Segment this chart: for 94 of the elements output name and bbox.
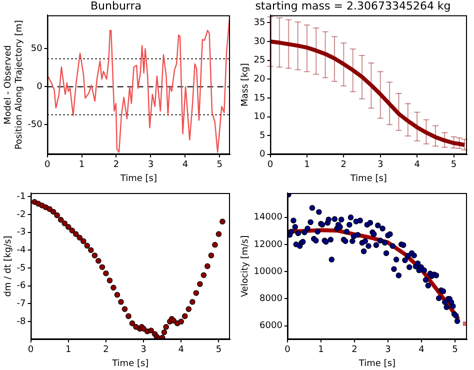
point [76, 234, 83, 241]
x-tick-label: 2 [340, 160, 347, 170]
y-tick-label: 14000 [254, 212, 283, 223]
point [193, 290, 200, 296]
y-axis-title: Model - Observed Position Along Trajectory [m] [4, 20, 25, 150]
point [65, 224, 72, 230]
point [126, 313, 132, 320]
point [212, 242, 218, 248]
y-axis-title: Velocity [m/s] [240, 235, 251, 298]
point [114, 292, 120, 298]
point [84, 242, 90, 249]
point [208, 252, 214, 258]
x-tick-label: 0 [284, 345, 291, 356]
y-tick-label: -5 [16, 263, 26, 274]
point [216, 231, 222, 237]
x-tick-label: 1 [304, 160, 310, 170]
point [50, 208, 56, 215]
x-axis-title: Time [s] [349, 174, 387, 184]
x-axis-title: Time [s] [358, 358, 396, 369]
y-tick-label: 35 [254, 18, 266, 28]
point [80, 238, 86, 244]
point [69, 228, 76, 234]
y-tick-label: 10000 [254, 266, 283, 277]
point [161, 329, 168, 336]
x-tick-label: 3 [378, 160, 384, 170]
y-axis-title: Mass [kg] [240, 63, 251, 107]
point [220, 218, 226, 224]
x-tick-label: 1 [65, 345, 72, 356]
y-tick-label: 30 [254, 36, 266, 47]
y-tick-label: 6000 [260, 321, 283, 332]
point [103, 270, 109, 276]
y-tick-label: 15 [254, 93, 266, 104]
point [99, 264, 106, 270]
point [92, 252, 98, 258]
x-axis-title: Time [s] [119, 174, 157, 184]
y-tick-label: -1 [16, 192, 26, 202]
point [186, 306, 192, 312]
x-tick-label: 4 [182, 160, 188, 170]
y-axis-title: dm / dt [kg/s] [4, 236, 14, 297]
point [72, 231, 79, 237]
point [58, 216, 64, 223]
x-tick-label: 4 [418, 345, 425, 356]
x-tick-label: 2 [352, 345, 358, 356]
y-tick-label: 12000 [254, 240, 283, 250]
point [197, 281, 203, 287]
y-tick-label: -4 [16, 245, 26, 256]
point [46, 206, 52, 212]
y-tick-label: 20 [254, 74, 266, 84]
point [118, 299, 124, 305]
x-tick-label: 1 [318, 345, 324, 356]
point [200, 272, 207, 278]
y-tick-label: 0 [36, 82, 43, 92]
x-tick-label: 2 [113, 160, 120, 170]
x-axis-title: Time [s] [111, 358, 149, 369]
point [122, 306, 128, 312]
x-tick-label: 5 [450, 160, 457, 170]
point [129, 320, 136, 326]
point [106, 278, 113, 284]
point [88, 247, 94, 254]
point [204, 263, 210, 270]
y-tick-label: -8 [16, 316, 26, 327]
x-tick-label: 5 [216, 345, 222, 356]
x-tick-label: 3 [148, 160, 154, 170]
point [182, 313, 188, 320]
x-tick-label: 4 [178, 345, 184, 356]
point [148, 328, 154, 334]
point [62, 220, 68, 226]
x-tick-label: 5 [452, 345, 458, 356]
point [96, 258, 102, 264]
y-tick-label: 25 [254, 56, 266, 66]
y-tick-label: -7 [16, 299, 26, 310]
x-tick-label: 4 [414, 160, 420, 170]
y-tick-label: 10 [254, 112, 266, 122]
point [190, 299, 196, 305]
y-tick-label: -2 [16, 210, 26, 220]
point [54, 212, 60, 218]
x-tick-label: 5 [216, 160, 223, 170]
x-tick-label: 1 [78, 160, 85, 170]
y-tick-label: -6 [16, 281, 26, 292]
point [178, 318, 184, 324]
y-tick-label: 0 [260, 150, 266, 160]
x-tick-label: 0 [44, 160, 50, 170]
y-tick-label: -3 [16, 228, 26, 238]
x-tick-label: 2 [103, 345, 109, 356]
y-tick-label: 50 [30, 44, 43, 54]
y-tick-label: -50 [28, 120, 43, 130]
y-tick-label: 8000 [260, 294, 283, 304]
x-tick-label: 3 [140, 345, 146, 356]
point [163, 324, 169, 330]
x-tick-label: 3 [385, 345, 391, 356]
chart-title: Bunburra [90, 0, 142, 12]
chart-title: starting mass = 2.30673345264 kg [255, 0, 451, 12]
y-tick-label: 5 [260, 130, 266, 141]
point [110, 284, 116, 291]
